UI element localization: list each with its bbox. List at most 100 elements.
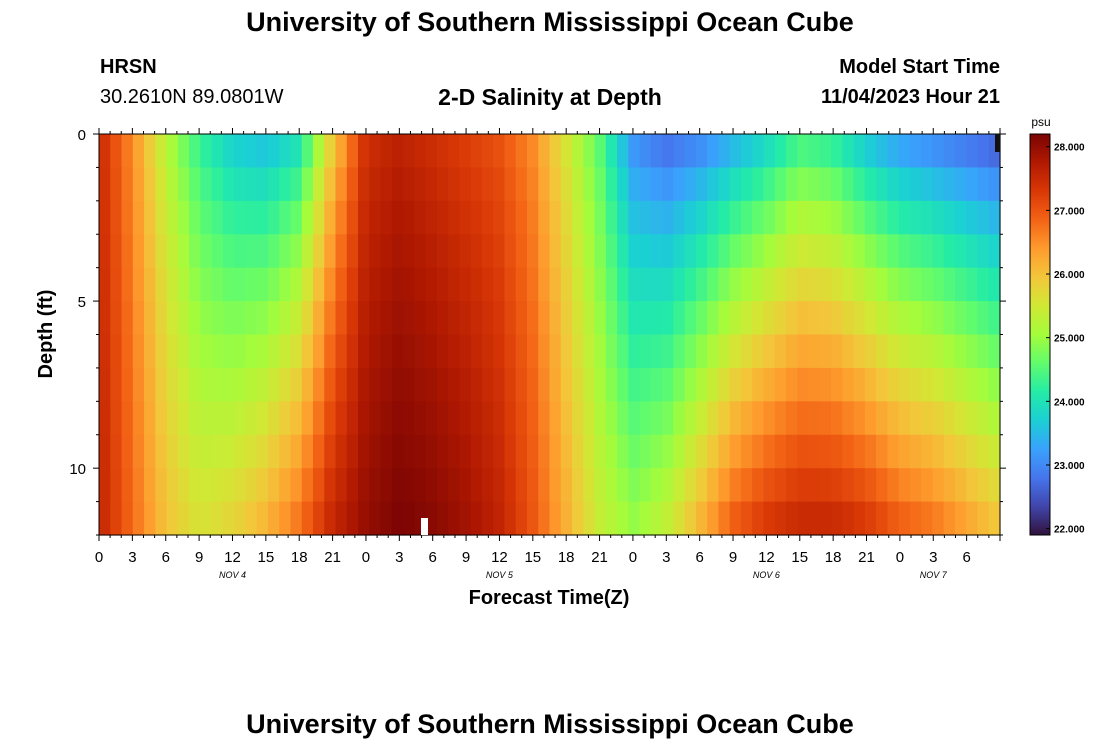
heatmap-cell — [436, 301, 449, 336]
heatmap-cell — [436, 200, 449, 235]
heatmap-cell — [290, 434, 303, 469]
heatmap-cell — [966, 468, 979, 503]
heatmap-cell — [526, 134, 539, 169]
heatmap-cell — [549, 468, 562, 503]
heatmap-cell — [132, 334, 145, 369]
heatmap-cell — [887, 167, 900, 202]
heatmap-cell — [808, 401, 821, 436]
heatmap-cell — [583, 468, 596, 503]
heatmap-cell — [898, 234, 911, 269]
heatmap-cell — [876, 301, 888, 336]
heatmap-cell — [695, 334, 708, 369]
heatmap-cell — [132, 134, 145, 169]
heatmap-cell — [493, 267, 506, 302]
heatmap-cell — [876, 234, 888, 269]
heatmap-cell — [853, 401, 866, 436]
heatmap-cell — [391, 468, 404, 503]
heatmap-cell — [673, 301, 686, 336]
heatmap-cell — [245, 301, 258, 336]
heatmap-cell — [189, 468, 201, 503]
heatmap-cell — [594, 468, 607, 503]
heatmap-cell — [695, 167, 708, 202]
heatmap-cell — [481, 134, 494, 169]
heatmap-cell — [256, 234, 269, 269]
heatmap-cell — [729, 167, 742, 202]
heatmap-cell — [515, 434, 528, 469]
heatmap-cell — [639, 434, 652, 469]
heatmap-cell — [718, 167, 731, 202]
heatmap-cell — [526, 301, 539, 336]
heatmap-cell — [650, 367, 663, 402]
heatmap-cell — [650, 200, 663, 235]
heatmap-cell — [380, 334, 393, 369]
heatmap-cell — [211, 167, 224, 202]
heatmap-cell — [211, 234, 224, 269]
heatmap-cell — [245, 267, 258, 302]
x-tick-label: 0 — [629, 549, 637, 566]
heatmap-cell — [853, 234, 866, 269]
heatmap-cell — [695, 367, 708, 402]
heatmap-cell — [481, 267, 494, 302]
heatmap-cell — [594, 334, 607, 369]
heatmap-cell — [222, 434, 235, 469]
heatmap-cell — [425, 234, 438, 269]
heatmap-cell — [335, 367, 348, 402]
heatmap-cell — [943, 267, 956, 302]
heatmap-cell — [346, 167, 359, 202]
heatmap-cell — [267, 434, 280, 469]
x-tick-label: 3 — [662, 549, 670, 566]
heatmap-cell — [549, 401, 562, 436]
heatmap-cell — [763, 334, 776, 369]
heatmap-cell — [470, 267, 483, 302]
x-tick-label: 18 — [825, 549, 842, 566]
heatmap-cell — [842, 234, 855, 269]
heatmap-cell — [200, 134, 213, 169]
heatmap-cell — [740, 134, 753, 169]
heatmap-cell — [842, 200, 855, 235]
heatmap-cell — [921, 200, 934, 235]
heatmap-cell — [391, 301, 404, 336]
heatmap-cell — [921, 234, 934, 269]
heatmap-cell — [988, 468, 1001, 503]
heatmap-cell — [493, 334, 506, 369]
heatmap-cell — [549, 434, 562, 469]
heatmap-cell — [605, 301, 618, 336]
heatmap-cell — [346, 234, 359, 269]
heatmap-cell — [876, 267, 888, 302]
heatmap-cell — [425, 200, 438, 235]
heatmap-cell — [132, 401, 145, 436]
heatmap-cell — [335, 334, 348, 369]
heatmap-cell — [740, 200, 753, 235]
colorbar-tick-label: 24.000 — [1054, 397, 1085, 408]
heatmap-cell — [391, 200, 404, 235]
heatmap-cell — [369, 434, 382, 469]
heatmap-cell — [403, 134, 415, 169]
heatmap-cell — [110, 434, 123, 469]
heatmap-cell — [403, 468, 415, 503]
heatmap-cell — [335, 401, 348, 436]
heatmap-cell — [245, 200, 258, 235]
heatmap-cell — [921, 134, 934, 169]
heatmap-cell — [650, 334, 663, 369]
x-tick-label: 21 — [858, 549, 875, 566]
heatmap-cell — [605, 200, 618, 235]
heatmap-cell — [954, 267, 967, 302]
chart-title-bottom: University of Southern Mississippi Ocean… — [246, 709, 854, 739]
heatmap-cell — [189, 434, 201, 469]
heatmap-cell — [200, 267, 213, 302]
heatmap-cell — [954, 401, 967, 436]
heatmap-cell — [110, 367, 123, 402]
heatmap-cell — [211, 200, 224, 235]
heatmap-cell — [560, 367, 573, 402]
heatmap-cell — [414, 267, 427, 302]
heatmap-cell — [864, 468, 877, 503]
heatmap-cell — [898, 167, 911, 202]
heatmap-cell — [718, 234, 731, 269]
heatmap-cell — [898, 301, 911, 336]
heatmap-cell — [290, 301, 303, 336]
heatmap-cell — [684, 200, 697, 235]
heatmap-cell — [560, 234, 573, 269]
heatmap-cell — [954, 134, 967, 169]
heatmap-cell — [211, 501, 224, 536]
heatmap-cell — [549, 501, 562, 536]
